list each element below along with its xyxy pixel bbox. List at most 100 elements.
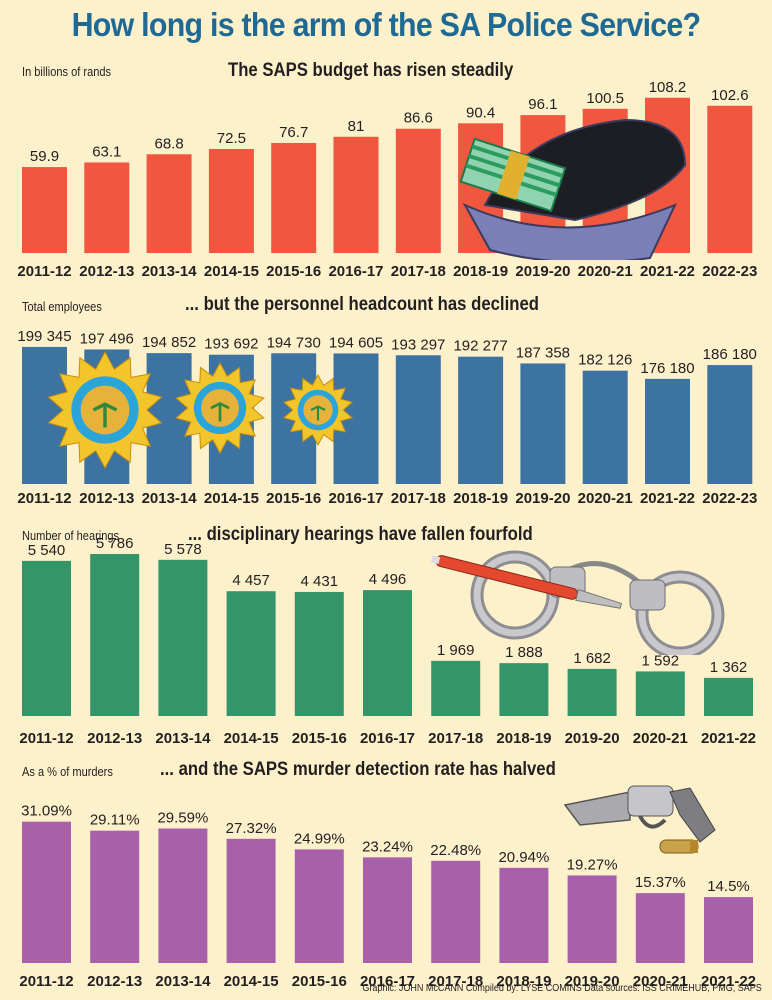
murder-category-label: 2020-21 (633, 973, 688, 990)
murder-value-label: 31.09% (21, 803, 72, 820)
budget-category-label: 2016-17 (328, 263, 383, 280)
hearings-category-label: 2013-14 (155, 730, 211, 747)
headcount-category-label: 2011-12 (17, 490, 71, 507)
budget-bar (22, 167, 67, 253)
budget-category-label: 2019-20 (515, 263, 570, 280)
saps-badge (175, 361, 265, 455)
police-cap-with-money-icon (459, 118, 687, 260)
budget-category-label: 2017-18 (391, 263, 446, 280)
headcount-bar (520, 363, 566, 484)
murder-value-label: 24.99% (294, 830, 345, 847)
hearings-bar (22, 560, 71, 716)
murder-bar (226, 838, 276, 963)
budget-category-label: 2021-22 (640, 263, 695, 280)
hearings-value-label: 4 431 (301, 573, 339, 590)
murder-value-label: 29.11% (90, 812, 140, 829)
saps-badge (282, 373, 354, 447)
murder-category-label: 2014-15 (224, 973, 279, 990)
headcount-bar (707, 365, 753, 484)
headcount-category-label: 2015-16 (266, 490, 321, 507)
murder-category-label: 2011-12 (19, 973, 73, 990)
budget-bar (84, 162, 130, 253)
headcount-value-label: 193 297 (391, 336, 445, 353)
headcount-bar (645, 378, 690, 484)
budget-value-label: 86.6 (404, 110, 433, 127)
headcount-category-label: 2019-20 (515, 490, 570, 507)
handcuffs-and-pen-icon (430, 550, 725, 655)
murder-bar (431, 860, 481, 963)
headcount-value-label: 192 277 (453, 338, 507, 355)
budget-bar (146, 154, 192, 253)
hearings-category-label: 2014-15 (224, 730, 279, 747)
hearings-bar (567, 668, 617, 716)
murder-chart-title: ... and the SAPS murder detection rate h… (160, 759, 556, 780)
murder-value-label: 29.59% (157, 810, 208, 827)
budget-category-label: 2015-16 (266, 263, 321, 280)
hearings-value-label: 5 540 (28, 542, 66, 559)
hearings-category-label: 2020-21 (633, 730, 688, 747)
murder-category-label: 2018-19 (496, 973, 551, 990)
headcount-category-label: 2016-17 (328, 490, 383, 507)
murder-bar (90, 830, 140, 963)
headcount-value-label: 194 730 (267, 334, 321, 351)
hearings-bar (294, 591, 344, 716)
budget-value-label: 68.8 (154, 135, 183, 152)
budget-value-label: 90.4 (466, 104, 495, 121)
headcount-category-label: 2013-14 (142, 490, 198, 507)
headcount-value-label: 193 692 (204, 336, 258, 353)
hearings-value-label: 4 496 (369, 571, 407, 588)
hearings-category-label: 2015-16 (292, 730, 347, 747)
budget-chart-title: The SAPS budget has risen steadily (228, 60, 514, 81)
headcount-bar (395, 355, 441, 484)
hearings-bar (226, 591, 276, 716)
hearings-value-label: 1 888 (505, 644, 543, 661)
hearings-category-label: 2019-20 (565, 730, 620, 747)
murder-bar (499, 867, 549, 963)
hearings-bar (704, 677, 753, 716)
murder-unit-label: As a % of murders (22, 764, 113, 779)
hearings-category-label: 2016-17 (360, 730, 415, 747)
headcount-value-label: 194 852 (142, 334, 196, 351)
murder-bar (363, 857, 412, 963)
headcount-value-label: 186 180 (703, 346, 757, 363)
budget-value-label: 102.6 (711, 87, 749, 104)
budget-value-label: 96.1 (528, 96, 557, 113)
headcount-bar (582, 370, 628, 484)
budget-category-label: 2011-12 (17, 263, 71, 280)
infographic-title: How long is the arm of the SA Police Ser… (71, 6, 702, 43)
headcount-value-label: 199 345 (17, 328, 71, 345)
hearings-value-label: 1 362 (710, 659, 748, 676)
headcount-category-label: 2018-19 (453, 490, 508, 507)
hearings-unit-label: Number of hearings (22, 528, 120, 543)
murder-bar (635, 893, 685, 963)
murder-value-label: 14.5% (707, 878, 750, 895)
budget-category-label: 2022-23 (702, 263, 757, 280)
budget-value-label: 100.5 (586, 90, 624, 107)
hearings-value-label: 5 786 (96, 535, 134, 552)
headcount-unit-label: Total employees (22, 299, 102, 314)
murder-category-label: 2013-14 (155, 973, 211, 990)
headcount-chart-title: ... but the personnel headcount has decl… (185, 294, 539, 315)
budget-value-label: 76.7 (279, 124, 308, 141)
budget-bar (395, 128, 441, 253)
headcount-value-label: 182 126 (578, 352, 632, 369)
budget-value-label: 59.9 (30, 148, 59, 165)
hearings-value-label: 5 578 (164, 541, 202, 558)
headcount-value-label: 197 496 (80, 330, 134, 347)
murder-bar (704, 897, 753, 963)
murder-value-label: 19.27% (567, 856, 618, 873)
hearings-category-label: 2017-18 (428, 730, 483, 747)
murder-category-label: 2019-20 (565, 973, 620, 990)
budget-bar (333, 136, 379, 253)
budget-bar (271, 142, 317, 253)
headcount-bar (458, 356, 504, 484)
budget-value-label: 108.2 (649, 79, 687, 96)
budget-bar (707, 105, 753, 253)
headcount-category-label: 2020-21 (578, 490, 633, 507)
budget-category-label: 2013-14 (142, 263, 198, 280)
hearings-category-label: 2012-13 (87, 730, 142, 747)
hearings-category-label: 2018-19 (496, 730, 551, 747)
